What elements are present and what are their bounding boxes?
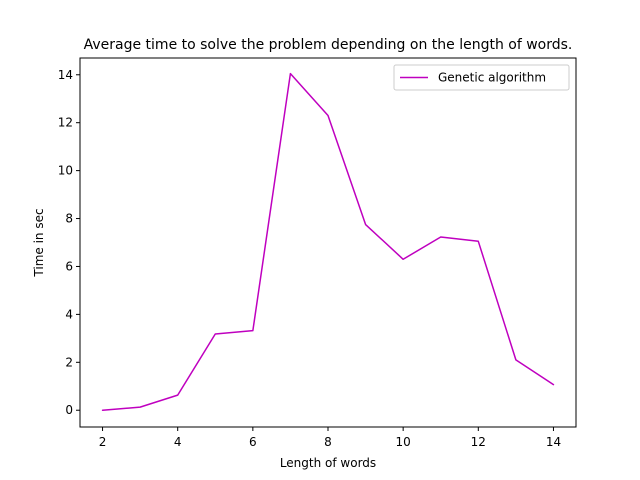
- x-tick-label: 12: [471, 435, 486, 449]
- legend-label: Genetic algorithm: [438, 71, 546, 85]
- y-tick-label: 6: [65, 259, 73, 273]
- y-tick-label: 0: [65, 403, 73, 417]
- x-tick-label: 14: [546, 435, 561, 449]
- x-tick-label: 8: [324, 435, 332, 449]
- y-tick-label: 14: [58, 68, 73, 82]
- plot-area: [79, 57, 577, 428]
- y-axis-label: Time in sec: [32, 208, 46, 277]
- x-tick-label: 10: [396, 435, 411, 449]
- series-layer: [101, 72, 555, 411]
- chart-title: Average time to solve the problem depend…: [84, 37, 573, 53]
- x-axis-label: Length of words: [280, 456, 376, 470]
- legend-box: [393, 64, 570, 91]
- series-line: [101, 72, 555, 411]
- y-tick-label: 4: [65, 307, 73, 321]
- x-tick-label: 2: [99, 435, 107, 449]
- plot-frame: [79, 57, 577, 428]
- legend: Genetic algorithm: [393, 64, 570, 91]
- x-axis-ticks: 2 4 6 8 10 12 14: [99, 427, 561, 449]
- y-tick-label: 2: [65, 355, 73, 369]
- x-tick-label: 4: [174, 435, 182, 449]
- y-tick-label: 8: [65, 212, 73, 226]
- y-tick-label: 12: [58, 116, 73, 130]
- x-tick-label: 6: [249, 435, 257, 449]
- y-tick-label: 10: [58, 164, 73, 178]
- y-axis-ticks: 0 2 4 6 8 10 12 14: [58, 68, 80, 417]
